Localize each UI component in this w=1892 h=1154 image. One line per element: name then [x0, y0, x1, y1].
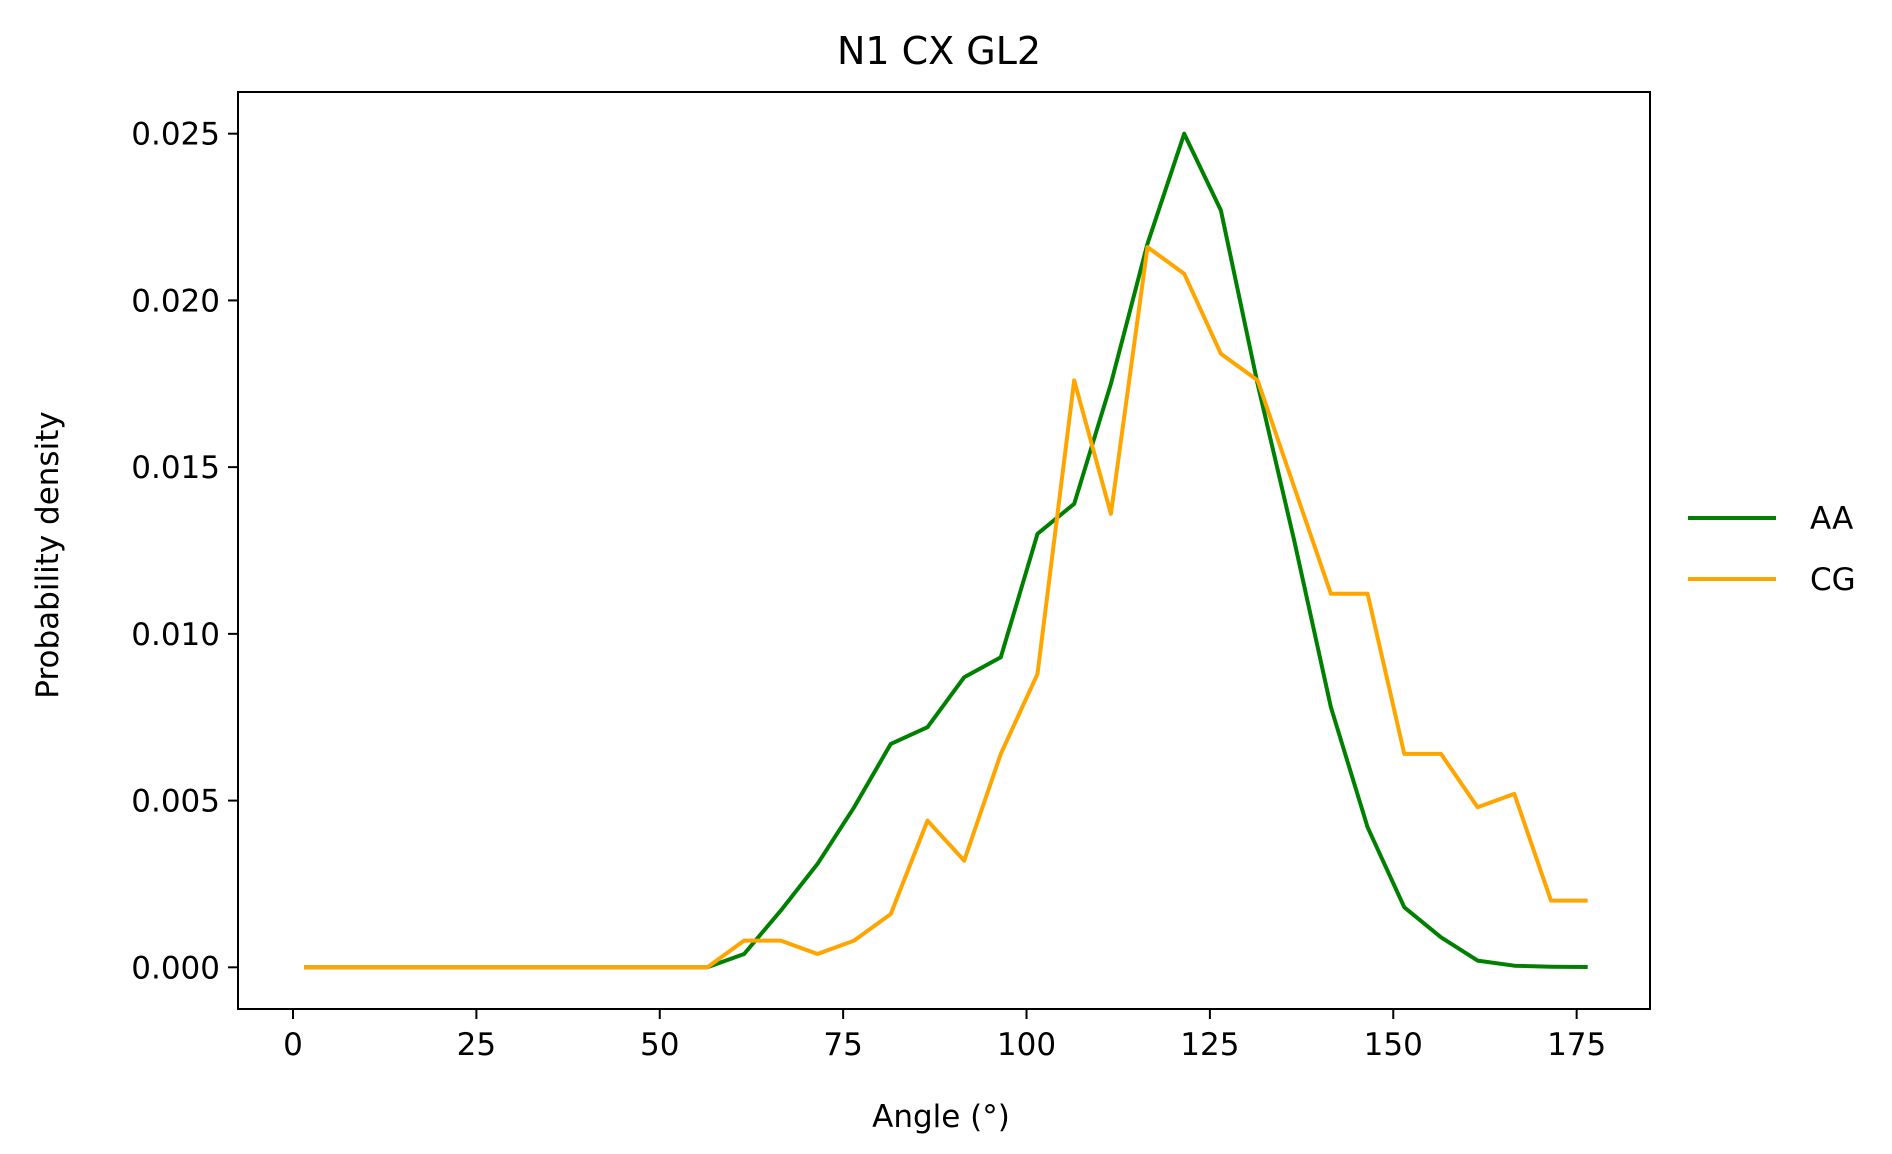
legend-label-aa: AA	[1810, 501, 1853, 537]
series-line-cg	[304, 245, 1588, 970]
x-tick-label: 100	[997, 1027, 1056, 1063]
y-tick-label: 0.010	[131, 617, 220, 653]
x-axis-ticks: 0 25 50 75 100 125 150 175	[283, 1009, 1606, 1063]
y-axis-label: Probability density	[30, 411, 66, 698]
x-tick-label: 50	[640, 1027, 679, 1063]
x-tick-label: 150	[1364, 1027, 1423, 1063]
y-tick-label: 0.005	[131, 784, 220, 820]
x-tick-label: 0	[283, 1027, 303, 1063]
x-tick-label: 75	[823, 1027, 862, 1063]
y-tick-label: 0.025	[131, 117, 220, 153]
series-lines	[304, 131, 1588, 970]
legend: AA CG	[1688, 501, 1856, 598]
legend-label-cg: CG	[1810, 562, 1856, 598]
x-tick-label: 175	[1547, 1027, 1606, 1063]
x-tick-label: 25	[457, 1027, 496, 1063]
x-tick-label: 125	[1180, 1027, 1239, 1063]
x-axis-label: Angle (°)	[872, 1099, 1010, 1135]
y-tick-label: 0.000	[131, 950, 220, 986]
chart-title: N1 CX GL2	[837, 29, 1041, 73]
plot-area	[237, 91, 1651, 1010]
y-axis-ticks: 0.000 0.005 0.010 0.015 0.020 0.025	[131, 117, 238, 986]
y-tick-label: 0.020	[131, 283, 220, 319]
axes-frame	[237, 91, 1651, 1010]
y-tick-label: 0.015	[131, 450, 220, 486]
